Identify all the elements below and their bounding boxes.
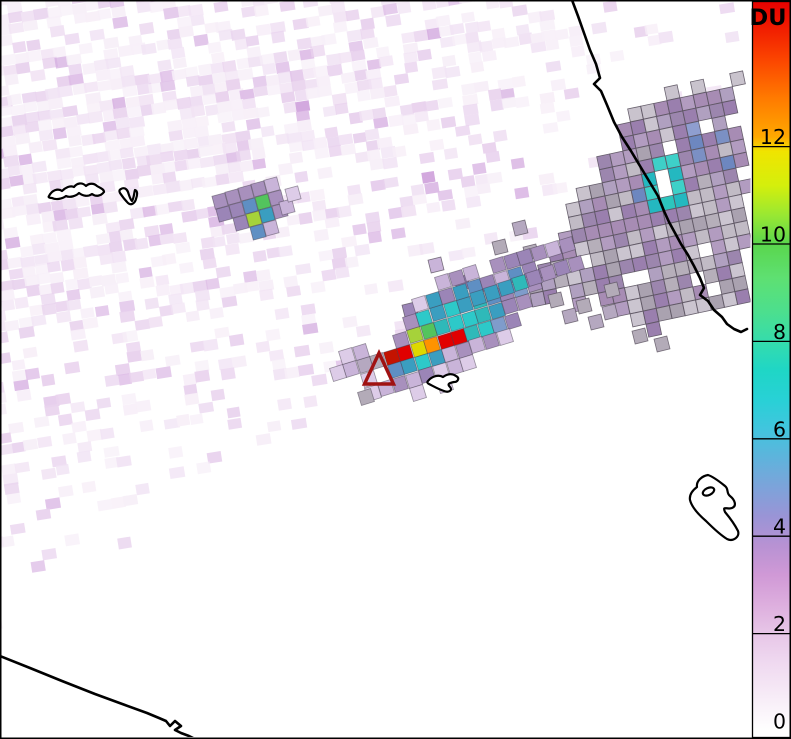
diffuse-pixel-field xyxy=(526,70,751,338)
colorbar-divider-lines xyxy=(752,145,791,635)
colorbar-tick-label: 10 xyxy=(760,223,786,247)
background-noise-pixels xyxy=(1,1,740,631)
colorbar-tick-labels: 0 2 4 6 8 10 12 xyxy=(760,125,786,733)
colorbar-tick-label: 8 xyxy=(773,320,786,344)
colorbar-gradient-bar xyxy=(751,0,791,739)
colorbar: 0 2 4 6 8 10 12 DU xyxy=(750,0,791,739)
coastlines xyxy=(1,1,749,737)
volcano-triangle-marker xyxy=(361,348,397,386)
colorbar-tick-label: 0 xyxy=(773,710,786,734)
island-southeast xyxy=(688,473,740,541)
island-west-a xyxy=(47,182,106,201)
coast-lower-left xyxy=(1,655,194,737)
so2-plume-pixels xyxy=(329,236,585,406)
map-area xyxy=(1,1,751,737)
colorbar-tick-label: 6 xyxy=(773,417,786,441)
colorbar-tick-label: 2 xyxy=(773,612,786,636)
colorbar-tick-label: 12 xyxy=(760,125,786,149)
island-near-plume xyxy=(426,373,460,393)
island-west-b xyxy=(118,187,139,206)
islands xyxy=(47,182,740,541)
colorbar-title: DU xyxy=(750,5,787,31)
coast-upper-right xyxy=(571,1,749,334)
colorbar-tick-label: 4 xyxy=(773,515,786,539)
secondary-plume-cluster xyxy=(211,176,302,241)
